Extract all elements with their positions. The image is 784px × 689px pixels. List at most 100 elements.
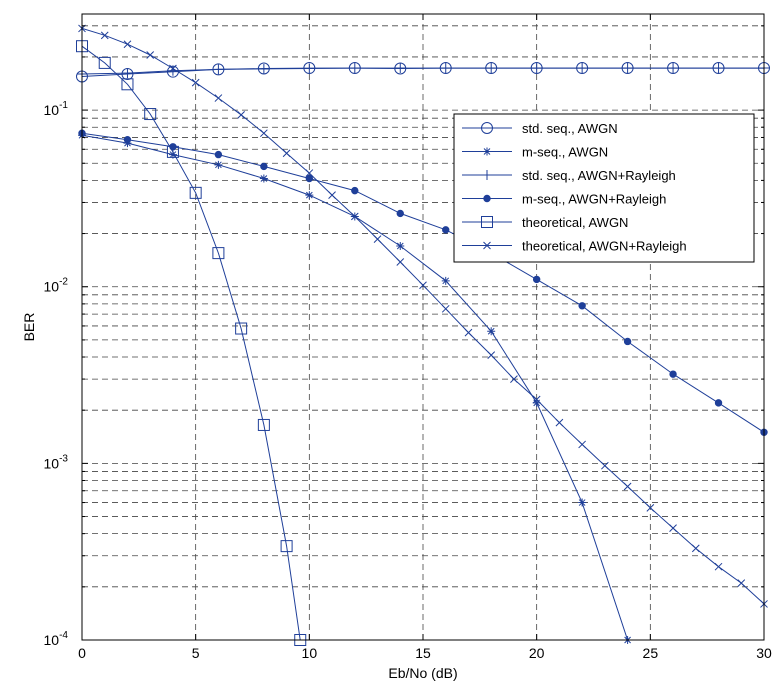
data-point [487,327,496,336]
data-point [259,174,268,183]
data-point [532,395,541,404]
data-point [486,63,497,74]
x-tick-label: 25 [643,645,659,661]
data-point [464,328,473,337]
data-point [189,186,202,199]
data-point [351,186,359,195]
data-point [122,68,133,79]
legend-marker [481,216,493,228]
data-point [394,62,407,75]
data-point [510,375,518,383]
data-point [350,212,359,221]
data-point [305,174,314,183]
legend-entry: theoretical, AWGN+Rayleigh [522,239,687,254]
data-point [577,63,588,74]
data-point [621,62,634,75]
data-point [305,191,314,200]
y-axis-ticks: 10-1 10-2 10-3 10-4 [44,25,764,648]
data-point [98,56,111,69]
x-tick-label: 15 [415,645,431,661]
data-point [212,63,225,76]
data-point [214,150,223,159]
legend-entry: theoretical, AWGN [522,215,628,230]
y-tick-label: 10-2 [44,277,69,295]
legend-marker [483,241,491,250]
x-tick-label: 20 [529,645,545,661]
grid-lines [82,14,764,640]
x-axis-ticks: 0 5 10 15 20 25 30 [78,14,772,661]
data-point [691,544,700,553]
data-point [258,63,269,74]
y-tick-label: 10-4 [44,630,69,648]
data-point [100,31,109,40]
x-tick-label: 0 [78,645,86,661]
data-point [237,110,245,119]
series-line-2 [82,67,764,75]
legend: std. seq., AWGN m-seq., AWGN std. seq., AW… [453,113,755,263]
data-point [442,226,450,234]
y-axis-label: BER [21,313,37,342]
legend-entry: std. seq., AWGN [522,121,618,136]
legend-marker [481,122,493,134]
data-point [712,62,725,75]
legend-marker [482,170,492,180]
data-point [669,524,677,532]
data-point [396,258,405,266]
data-point [305,169,314,177]
data-point [328,191,336,200]
data-point [646,503,655,512]
data-point [348,62,361,75]
legend-marker [483,147,491,156]
data-point [395,63,406,74]
x-tick-label: 10 [302,645,318,661]
data-point [373,235,382,243]
data-point [578,302,586,310]
data-point [121,78,134,91]
data-point [169,64,177,73]
data-point [167,65,178,76]
data-point [191,78,200,87]
data-point [349,63,360,74]
x-tick-label: 30 [756,645,772,661]
data-point [303,62,316,75]
legend-marker [483,194,491,203]
y-tick-label: 10-3 [44,453,69,471]
data-point [168,150,177,159]
data-point [304,63,315,74]
data-point [212,247,225,260]
data-point [487,351,496,359]
series-line-4 [82,45,301,640]
data-point [667,62,680,75]
data-point [623,482,632,491]
data-point [144,108,157,121]
data-point [622,63,633,74]
data-point [214,160,223,169]
data-point [532,398,541,407]
legend-entry: std. seq., AWGN+Rayleigh [522,168,676,183]
data-point [257,418,270,431]
data-point [531,63,542,74]
data-point [146,51,155,59]
data-point [440,63,451,74]
data-point [282,149,291,158]
data-point [532,275,541,284]
data-point [260,129,268,138]
data-point [669,370,677,378]
data-point [280,540,293,553]
data-point [257,62,270,75]
data-point [123,135,132,144]
data-point [714,399,723,407]
x-tick-label: 5 [192,645,200,661]
data-point [123,40,132,49]
data-point [737,579,746,587]
data-point [396,209,404,218]
data-point [214,94,223,102]
data-point [485,62,498,75]
data-point [714,562,723,571]
data-point [576,62,589,75]
data-point [213,64,224,75]
data-point [578,440,586,449]
legend-entry: m-seq., AWGN [522,145,608,160]
data-point [441,276,450,285]
